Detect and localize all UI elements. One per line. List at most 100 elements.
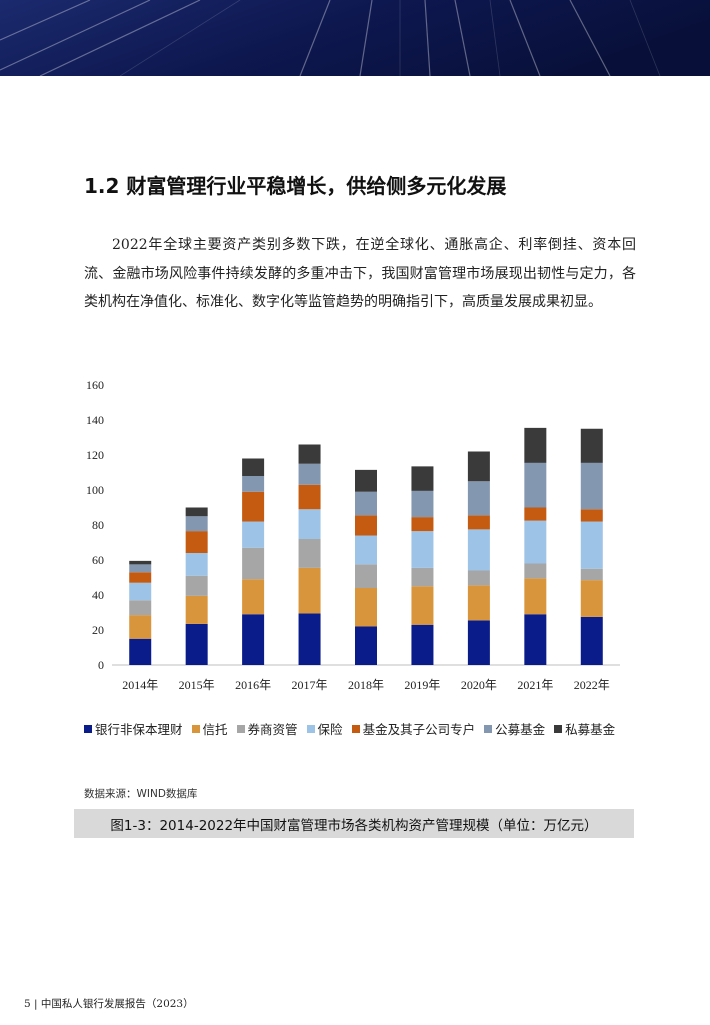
bar-segment	[129, 615, 152, 639]
legend-item: 信托	[191, 719, 228, 738]
y-tick-label: 80	[92, 518, 104, 532]
bar-segment	[355, 535, 377, 565]
x-tick-label: 2017年	[292, 678, 328, 692]
legend-item: 保险	[306, 719, 343, 738]
bar-segment	[355, 564, 377, 588]
bar-segment	[355, 469, 377, 492]
bar-segment	[298, 613, 321, 665]
bar-segment	[524, 563, 547, 579]
bar-segment	[524, 578, 547, 615]
legend-swatch	[554, 724, 563, 733]
bar-segment	[580, 616, 603, 665]
x-tick-label: 2014年	[122, 678, 158, 692]
bar-segment	[524, 507, 547, 521]
figure-caption: 图1-3：2014-2022年中国财富管理市场各类机构资产管理规模（单位：万亿元…	[110, 817, 598, 834]
intro-paragraph: 2022年全球主要资产类别多数下跌，在逆全球化、通胀高企、利率倒挂、资本回流、金…	[84, 237, 636, 310]
bar-segment	[580, 509, 603, 522]
bar-segment	[411, 517, 434, 532]
bar-segment	[580, 580, 603, 617]
bar-segment	[185, 516, 208, 532]
bar-segment	[129, 582, 152, 601]
bar-segment	[524, 520, 547, 564]
legend-item: 公募基金	[484, 719, 545, 738]
legend-label: 基金及其子公司专户	[362, 722, 476, 737]
bar-segment	[355, 491, 377, 516]
bar-segment	[524, 462, 547, 508]
bar-segment	[411, 490, 434, 518]
bar-segment	[411, 466, 434, 491]
bar-segment	[185, 575, 208, 596]
bar-segment	[580, 428, 603, 463]
bar-segment	[355, 515, 377, 536]
legend-swatch	[191, 724, 200, 733]
legend-item: 券商资管	[236, 719, 298, 738]
bar-segment	[411, 586, 434, 625]
y-tick-label: 140	[86, 413, 104, 427]
legend-item: 银行非保本理财	[84, 719, 183, 738]
bar-segment	[355, 588, 377, 627]
legend-item: 基金及其子公司专户	[351, 719, 476, 738]
bar-segment	[129, 638, 152, 665]
bar-segment	[242, 521, 265, 548]
y-tick-label: 0	[98, 658, 104, 672]
legend-swatch	[236, 724, 245, 733]
bar-segment	[467, 585, 490, 621]
x-tick-label: 2021年	[517, 678, 553, 692]
legend-label: 信托	[202, 722, 228, 737]
bar-segment	[411, 624, 434, 665]
legend-label: 公募基金	[495, 722, 546, 737]
bar-segment	[467, 570, 490, 586]
bar-segment	[411, 567, 434, 587]
bar-segment	[298, 444, 321, 464]
legend-swatch	[84, 724, 92, 733]
y-tick-label: 100	[86, 483, 104, 497]
bar-segment	[298, 463, 321, 485]
x-tick-label: 2019年	[404, 678, 440, 692]
bar-segment	[242, 547, 265, 580]
legend-swatch	[351, 724, 360, 733]
bar-segment	[242, 614, 265, 665]
bar-segment	[298, 484, 321, 510]
bar-segment	[524, 614, 547, 665]
bar-segment	[467, 620, 490, 665]
bar-segment	[185, 531, 208, 553]
bar-segment	[129, 560, 152, 565]
header-banner	[0, 0, 710, 76]
legend-label: 券商资管	[247, 722, 298, 737]
page-footer: 5 | 中国私人银行发展报告（2023）	[24, 998, 194, 1010]
legend-swatch	[306, 724, 315, 733]
x-tick-label: 2020年	[461, 678, 497, 692]
bar-segment	[185, 553, 208, 576]
x-tick-label: 2016年	[235, 678, 271, 692]
bar-segment	[185, 595, 208, 624]
bar-segment	[242, 579, 265, 615]
bar-segment	[355, 626, 377, 665]
bar-segment	[129, 600, 152, 616]
bar-segment	[467, 515, 490, 530]
data-source-note: 数据来源：WIND数据库	[84, 788, 198, 800]
y-tick-label: 160	[86, 378, 104, 392]
legend-swatch	[484, 724, 493, 733]
bar-segment	[242, 458, 265, 476]
chart-legend: 银行非保本理财 信托 券商资管 保险 基金及其子公司专户 公募基金 私募基金	[84, 719, 644, 738]
section-title: 1.2 财富管理行业平稳增长，供给侧多元化发展	[84, 174, 507, 198]
stacked-bar-chart: 0 20 40 60 80 100 120 140 160 2014年 2015年 2016年 2017…	[86, 378, 620, 692]
legend-label: 银行非保本理财	[95, 722, 183, 737]
bar-segment	[411, 531, 434, 568]
bar-segment	[129, 572, 152, 583]
bar-segment	[129, 564, 152, 573]
legend-label: 私募基金	[565, 722, 616, 737]
x-tick-label: 2018年	[348, 678, 384, 692]
y-tick-label: 40	[92, 588, 104, 602]
bar-segment	[298, 539, 321, 568]
bar-segment	[242, 476, 265, 492]
legend-label: 保险	[317, 722, 343, 737]
bar-segment	[242, 491, 265, 522]
y-tick-label: 20	[92, 623, 104, 637]
y-tick-label: 120	[86, 448, 104, 462]
bar-segment	[580, 568, 603, 581]
bar-segment	[185, 507, 208, 517]
bar-segment	[467, 481, 490, 516]
bar-segment	[580, 521, 603, 569]
bar-segment	[580, 462, 603, 510]
